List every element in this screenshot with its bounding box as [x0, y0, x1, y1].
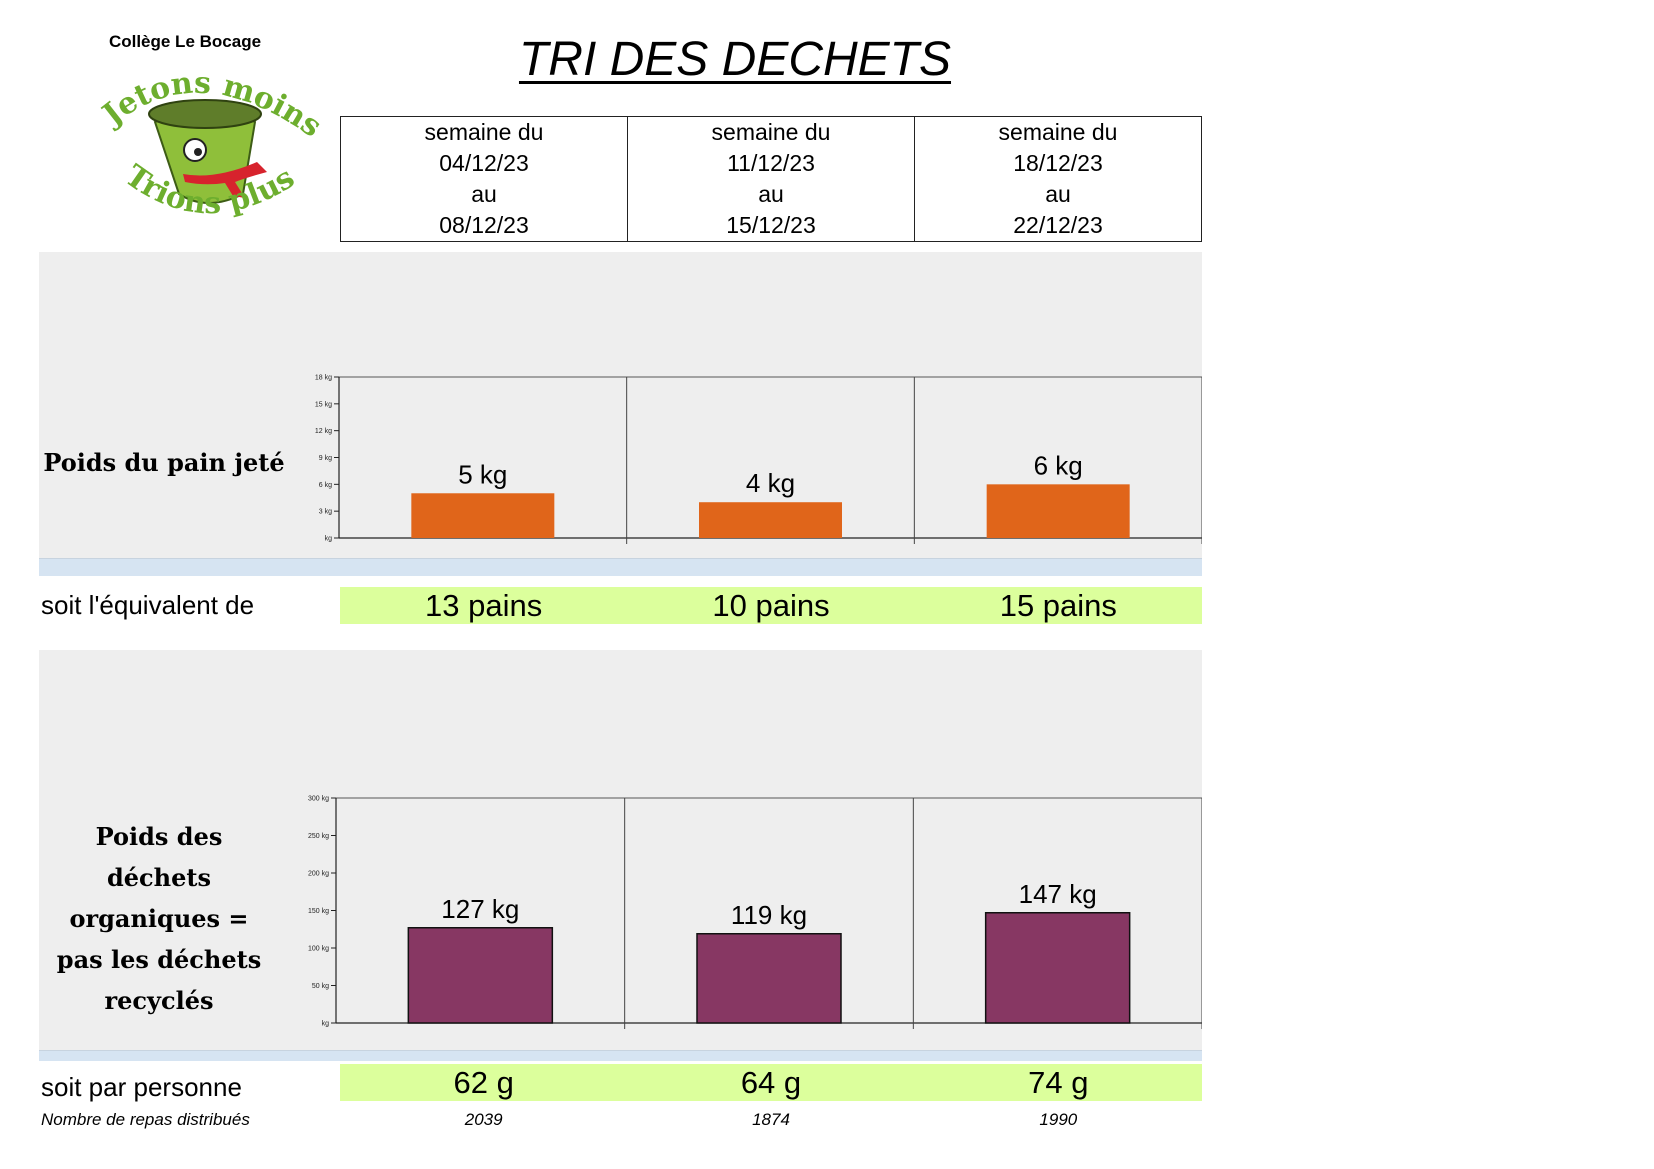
per-person-row: 62 g 64 g 74 g	[340, 1064, 1202, 1101]
organic-label-line: Poids des	[95, 822, 223, 851]
organic-label-line: pas les déchets	[56, 945, 262, 974]
bar	[696, 933, 842, 1024]
week-label: semaine du	[711, 119, 831, 145]
meals-row: 2039 1874 1990	[340, 1110, 1202, 1130]
week-start: 18/12/23	[1013, 150, 1103, 176]
per-person-value: 74 g	[1028, 1065, 1089, 1100]
y-tick-label: kg	[322, 1021, 330, 1028]
bar	[699, 502, 842, 538]
bread-panel-bar	[39, 558, 1202, 576]
week-cell: semaine du 11/12/23 au 15/12/23	[628, 117, 915, 241]
organic-label: Poids des déchets organiques = pas les d…	[39, 816, 279, 1021]
bar	[411, 493, 555, 538]
y-tick-label: 12 kg	[315, 428, 332, 435]
organic-chart-panel: kg 50 kg 100 kg 150 kg 200 kg 250 kg 300 kg 127…	[39, 650, 1202, 1050]
bar-value-label: 119 kg	[731, 900, 807, 930]
week-end: 15/12/23	[726, 212, 816, 238]
bread-equiv-value: 15 pains	[999, 588, 1117, 623]
y-tick-label: 15 kg	[315, 401, 332, 408]
meals-value: 1874	[752, 1110, 790, 1129]
y-tick-label: 9 kg	[319, 455, 332, 462]
bar-value-label: 5 kg	[458, 459, 507, 489]
bar-value-label: 4 kg	[746, 468, 795, 498]
page-title: TRI DES DECHETS	[518, 33, 952, 86]
per-person-value: 62 g	[453, 1065, 514, 1100]
week-label: semaine du	[998, 119, 1118, 145]
week-end: 22/12/23	[1013, 212, 1103, 238]
y-tick-label: 150 kg	[308, 908, 329, 915]
bar	[984, 912, 1131, 1024]
bar-value-label: 147 kg	[1019, 879, 1097, 909]
school-name: Collège Le Bocage	[108, 32, 262, 51]
organic-label-line: déchets	[107, 863, 211, 892]
bread-equiv-label: soit l'équivalent de	[41, 590, 255, 620]
y-tick-label: kg	[325, 536, 333, 543]
y-tick-label: 100 kg	[308, 946, 329, 953]
logo: Jetons moins Trions plus	[95, 66, 325, 222]
meals-value: 2039	[464, 1110, 503, 1129]
y-tick-label: 250 kg	[308, 833, 329, 840]
organic-panel-bar	[39, 1050, 1202, 1061]
bread-chart-panel: kg 3 kg 6 kg 9 kg 12 kg 15 kg 18 kg 5 kg 4 kg 6 k…	[39, 252, 1202, 558]
week-start: 04/12/23	[439, 150, 529, 176]
y-tick-label: 18 kg	[315, 375, 332, 382]
week-end: 08/12/23	[439, 212, 529, 238]
bread-equiv-value: 13 pains	[425, 588, 543, 623]
organic-label-line: recyclés	[104, 986, 214, 1015]
weeks-table: semaine du 04/12/23 au 08/12/23 semaine …	[340, 116, 1202, 242]
y-tick-label: 200 kg	[308, 871, 329, 878]
bar-value-label: 127 kg	[441, 894, 519, 924]
meals-label: Nombre de repas distribués	[41, 1110, 250, 1129]
y-tick-label: 300 kg	[308, 796, 329, 803]
meals-value: 1990	[1039, 1110, 1078, 1129]
week-start: 11/12/23	[727, 150, 815, 176]
organic-label-line: organiques =	[69, 904, 249, 933]
week-cell: semaine du 18/12/23 au 22/12/23	[915, 117, 1201, 241]
per-person-label: soit par personne	[41, 1072, 242, 1102]
bread-label: Poids du pain jeté	[43, 448, 285, 477]
bread-chart: kg 3 kg 6 kg 9 kg 12 kg 15 kg 18 kg 5 kg 4 kg 6 k…	[315, 375, 1202, 544]
week-label: semaine du	[424, 119, 544, 145]
week-sep: au	[471, 181, 497, 207]
organic-chart: kg 50 kg 100 kg 150 kg 200 kg 250 kg 300 kg 127…	[308, 796, 1202, 1029]
y-tick-label: 50 kg	[312, 983, 329, 990]
bar	[407, 927, 554, 1024]
per-person-value: 64 g	[740, 1065, 802, 1100]
bread-equiv-row: 13 pains 10 pains 15 pains	[340, 587, 1202, 624]
week-sep: au	[758, 181, 784, 207]
week-cell: semaine du 04/12/23 au 08/12/23	[341, 117, 628, 241]
y-tick-label: 3 kg	[319, 509, 332, 516]
week-sep: au	[1045, 181, 1071, 207]
bar	[986, 484, 1130, 538]
y-tick-label: 6 kg	[319, 482, 332, 489]
bread-equiv-value: 10 pains	[712, 588, 830, 623]
bar-value-label: 6 kg	[1034, 450, 1083, 480]
